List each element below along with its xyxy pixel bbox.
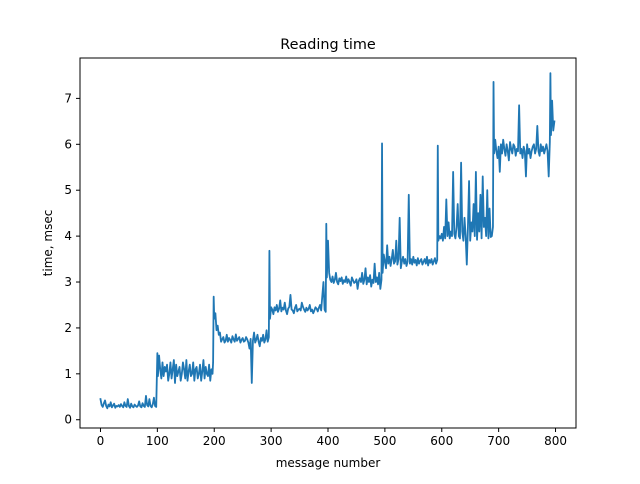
y-tick-label: 7 — [64, 91, 72, 105]
x-tick-label: 0 — [97, 434, 105, 448]
y-tick-label: 3 — [64, 275, 72, 289]
x-tick-label: 600 — [430, 434, 453, 448]
x-tick-label: 100 — [146, 434, 169, 448]
x-tick-label: 700 — [487, 434, 510, 448]
x-axis-label: message number — [276, 456, 381, 470]
x-tick-label: 800 — [544, 434, 567, 448]
x-tick-label: 200 — [203, 434, 226, 448]
series-line-0 — [99, 72, 556, 410]
y-tick-label: 5 — [64, 183, 72, 197]
plot-area — [99, 72, 556, 410]
x-tick-label: 300 — [260, 434, 283, 448]
x-axis: 0 100 200 300 400 500 600 700 800 — [97, 428, 567, 448]
y-tick-label: 6 — [64, 137, 72, 151]
y-tick-label: 2 — [64, 321, 72, 335]
y-axis-label: time, msec — [41, 210, 55, 277]
y-tick-label: 0 — [64, 413, 72, 427]
plot-frame — [79, 57, 577, 429]
y-axis: 0 1 2 3 4 5 6 7 — [64, 91, 80, 427]
y-tick-label: 4 — [64, 229, 72, 243]
x-tick-label: 500 — [373, 434, 396, 448]
x-tick-label: 400 — [317, 434, 340, 448]
y-tick-label: 1 — [64, 367, 72, 381]
chart-title: Reading time — [280, 37, 376, 53]
